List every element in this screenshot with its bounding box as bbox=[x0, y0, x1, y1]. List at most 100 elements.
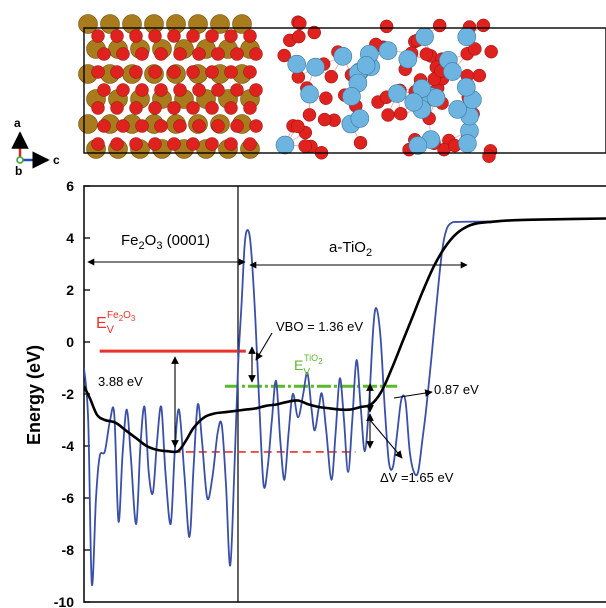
o-atom bbox=[353, 135, 368, 150]
o-atom bbox=[110, 137, 124, 151]
o-atom bbox=[224, 65, 238, 79]
o-atom bbox=[230, 47, 244, 61]
ti-atom bbox=[426, 88, 446, 108]
offset-087-pointer bbox=[393, 389, 433, 399]
o-atom bbox=[148, 137, 162, 151]
o-atom bbox=[173, 119, 187, 133]
o-atom bbox=[129, 101, 143, 115]
o-atom bbox=[116, 83, 130, 97]
o-atom bbox=[148, 101, 162, 115]
o-atom bbox=[167, 137, 181, 151]
o-atom bbox=[192, 83, 206, 97]
ti-atom bbox=[287, 54, 307, 74]
o-atom bbox=[243, 65, 257, 79]
ev-fe2o3-label: EVFe2O3 bbox=[96, 310, 136, 336]
ti-atom bbox=[333, 47, 353, 66]
o-atom bbox=[476, 18, 491, 33]
ti-atom bbox=[448, 100, 467, 119]
ti-atom bbox=[350, 109, 370, 128]
o-atom bbox=[129, 65, 143, 79]
o-atom bbox=[468, 42, 482, 56]
o-atom bbox=[129, 29, 143, 43]
o-atom bbox=[192, 47, 206, 61]
o-atom bbox=[97, 83, 111, 97]
o-atom bbox=[484, 44, 498, 59]
o-atom bbox=[173, 47, 187, 61]
o-atom bbox=[97, 47, 111, 61]
o-atom bbox=[154, 119, 168, 133]
o-atom bbox=[192, 119, 206, 133]
o-atom bbox=[110, 101, 124, 115]
o-atom bbox=[291, 119, 305, 134]
o-atom bbox=[186, 29, 200, 43]
o-atom bbox=[205, 29, 219, 43]
ti-atom bbox=[412, 79, 432, 98]
ti-atom bbox=[398, 49, 418, 69]
region-markers: Fe2O3 (0001) a-TiO2 bbox=[87, 232, 468, 269]
ti-atom bbox=[378, 41, 398, 60]
o-atom bbox=[135, 83, 149, 97]
o-atom bbox=[167, 65, 181, 79]
fe-atom bbox=[78, 14, 98, 34]
axis-b-label: b bbox=[15, 164, 22, 178]
ti-atom bbox=[300, 84, 319, 104]
o-atom bbox=[249, 83, 263, 97]
o-atom bbox=[249, 47, 263, 61]
o-atom bbox=[116, 47, 130, 61]
o-atom bbox=[230, 119, 244, 133]
atomic-structure-panel: a b c bbox=[11, 14, 606, 178]
o-atom bbox=[148, 65, 162, 79]
o-atom bbox=[243, 101, 257, 115]
o-atom bbox=[91, 137, 105, 151]
o-atom bbox=[317, 112, 332, 127]
annotation-arrows bbox=[171, 332, 433, 459]
series-line-blue bbox=[84, 217, 606, 587]
ti-atom bbox=[415, 27, 434, 47]
o-atom bbox=[224, 29, 238, 43]
o-atom bbox=[482, 149, 496, 163]
ti-atom bbox=[356, 56, 376, 75]
ti-atom bbox=[306, 57, 325, 77]
region-label-tio2: a-TiO2 bbox=[329, 239, 372, 259]
y-tick-label: 4 bbox=[66, 230, 74, 246]
o-atom bbox=[298, 139, 312, 153]
o-atom bbox=[154, 83, 168, 97]
o-atom bbox=[205, 65, 219, 79]
o-atom bbox=[419, 47, 434, 61]
o-atom bbox=[319, 91, 333, 105]
ti-atom bbox=[443, 62, 462, 81]
o-atom bbox=[230, 83, 244, 97]
y-tick-label: -2 bbox=[62, 386, 75, 402]
y-tick-label: 6 bbox=[66, 178, 74, 194]
o-atom bbox=[173, 83, 187, 97]
ti-atom bbox=[387, 84, 407, 103]
o-atom bbox=[211, 47, 225, 61]
atom-layer bbox=[78, 14, 498, 163]
axis-c-label: c bbox=[53, 153, 60, 167]
o-atom bbox=[91, 65, 105, 79]
o-atom bbox=[211, 83, 225, 97]
y-tick-label: -6 bbox=[62, 490, 75, 506]
axis-a-label: a bbox=[14, 116, 21, 130]
fe-atom bbox=[100, 14, 120, 34]
unit-cell-box bbox=[83, 27, 606, 154]
y-tick-label: 2 bbox=[66, 282, 74, 298]
o-atom bbox=[243, 29, 257, 43]
annotation-vbo: VBO = 1.36 eV bbox=[276, 319, 363, 334]
ti-atom bbox=[404, 92, 424, 112]
o-atom bbox=[167, 101, 181, 115]
o-atom bbox=[186, 137, 200, 151]
o-atom bbox=[167, 29, 181, 43]
o-atom bbox=[110, 29, 124, 43]
o-atom bbox=[381, 108, 395, 122]
o-atom bbox=[154, 47, 168, 61]
ti-atom bbox=[458, 134, 477, 153]
y-tick-label: -8 bbox=[62, 542, 75, 558]
ti-atom bbox=[457, 27, 477, 47]
fe-atom bbox=[210, 14, 230, 34]
o-atom bbox=[277, 48, 291, 63]
annotation-087: 0.87 eV bbox=[434, 382, 479, 397]
deltav-pointer bbox=[369, 419, 403, 459]
o-atom bbox=[292, 29, 306, 44]
